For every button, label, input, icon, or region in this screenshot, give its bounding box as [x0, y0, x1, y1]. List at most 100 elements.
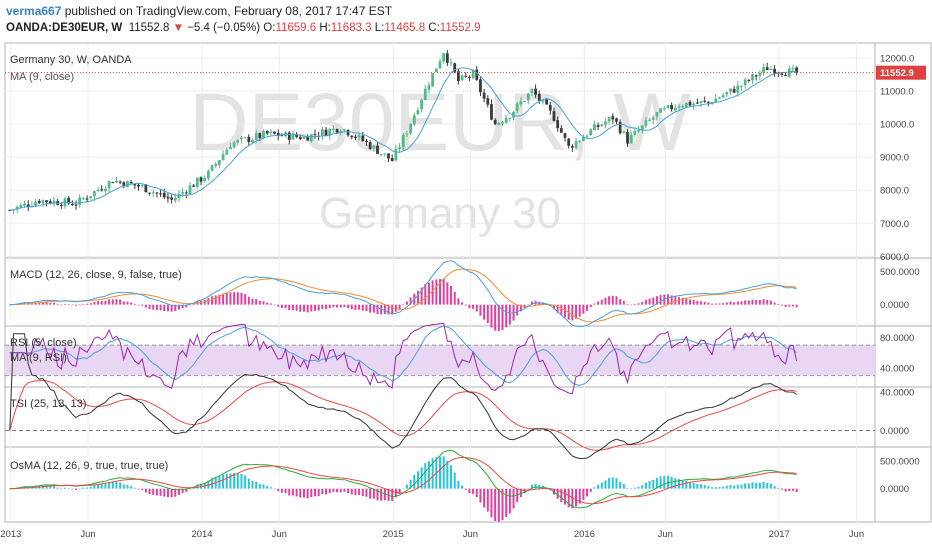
last-price-label: 11552.9: [880, 68, 914, 79]
author-link[interactable]: verma667: [6, 4, 62, 18]
candle-body: [126, 181, 129, 188]
macd-hist-bar: [56, 303, 59, 305]
macd-hist-bar: [740, 301, 743, 305]
macd-hist-bar: [626, 304, 629, 306]
osma-hist-bar: [626, 488, 629, 489]
candle-body: [210, 165, 214, 171]
osma-hist-bar: [115, 481, 118, 489]
osma-hist-bar: [442, 456, 445, 489]
osma-hist-bar: [644, 482, 647, 489]
osma-hist-bar: [273, 488, 276, 490]
candle-body: [607, 117, 611, 122]
macd-hist-bar: [508, 304, 511, 325]
candle-body: [247, 136, 251, 143]
macd-hist-bar: [556, 304, 559, 313]
time-tick-label: Jun: [80, 529, 95, 540]
macd-hist-bar: [442, 278, 445, 305]
osma-hist-bar: [472, 488, 475, 494]
candle-body: [335, 129, 339, 133]
osma-hist-bar: [166, 488, 169, 498]
candle-body: [37, 201, 41, 203]
macd-hist-bar: [703, 301, 706, 305]
price-tick-label: 8000.0: [880, 186, 909, 197]
ma-indicator-title: MA (9, close): [10, 71, 74, 83]
macd-hist-bar: [38, 302, 41, 305]
macd-hist-bar: [306, 304, 309, 313]
osma-hist-bar: [409, 479, 412, 489]
time-tick-label: 2016: [574, 529, 595, 540]
symbol-name: OANDA:DE30EUR, W: [6, 22, 123, 34]
osma-hist-bar: [795, 488, 798, 492]
candle-body: [655, 112, 659, 117]
macd-hist-bar: [394, 304, 397, 312]
osma-hist-bar: [791, 488, 794, 491]
candle-body: [218, 160, 221, 165]
osma-hist-bar: [82, 487, 85, 489]
macd-hist-bar: [332, 304, 335, 308]
macd-hist-bar: [369, 304, 372, 313]
macd-hist-bar: [185, 304, 188, 308]
macd-hist-bar: [67, 304, 70, 305]
candle-body: [273, 131, 276, 134]
macd-hist-bar: [453, 291, 456, 305]
candle-body: [681, 106, 685, 108]
candle-body: [464, 75, 468, 77]
candle-body: [188, 185, 192, 195]
macd-hist-bar: [791, 304, 794, 307]
osma-hist-bar: [736, 484, 739, 489]
osma-hist-bar: [457, 480, 460, 489]
candle-body: [497, 122, 501, 125]
candle-body: [26, 204, 30, 207]
osma-hist-bar: [328, 488, 331, 493]
macd-hist-bar: [159, 304, 162, 311]
macd-hist-bar: [633, 303, 636, 305]
candle-body: [78, 197, 82, 205]
macd-hist-bar: [677, 297, 680, 305]
osma-histogram: [8, 456, 798, 522]
candle-body: [48, 201, 52, 204]
osma-hist-bar: [762, 481, 765, 489]
osma-hist-bar: [361, 488, 364, 496]
macd-hist-bar: [141, 304, 144, 306]
down-arrow-icon: ▼: [172, 22, 184, 34]
macd-hist-bar: [262, 301, 265, 305]
osma-hist-bar: [479, 488, 482, 503]
osma-hist-bar: [207, 480, 210, 489]
osma-hist-bar: [475, 488, 478, 498]
candle-body: [133, 183, 137, 186]
rsi-pane-title: RSI (5, close): [10, 337, 77, 349]
macd-hist-bar: [111, 299, 114, 305]
osma-hist-bar: [266, 486, 269, 489]
candle-body: [618, 121, 622, 134]
candle-body: [604, 121, 607, 125]
macd-hist-bar: [251, 298, 254, 305]
macd-hist-bar: [402, 304, 405, 306]
osma-hist-bar: [630, 488, 633, 490]
macd-hist-bar: [420, 287, 423, 305]
osma-hist-bar: [508, 488, 511, 514]
candle-body: [434, 68, 438, 73]
macd-hist-bar: [137, 304, 140, 306]
candle-body: [173, 197, 177, 201]
candle-body: [41, 200, 45, 204]
candle-body: [475, 69, 479, 80]
candle-body: [107, 181, 111, 189]
osma-hist-bar: [729, 484, 732, 489]
osma-hist-bar: [170, 488, 173, 498]
ma-line: [9, 67, 797, 211]
candle-body: [706, 101, 710, 103]
osma-hist-bar: [703, 485, 706, 489]
osma-hist-bar: [468, 488, 471, 494]
candle-body: [784, 75, 787, 77]
osma-hist-bar: [354, 488, 357, 496]
macd-hist-bar: [593, 303, 596, 305]
osma-hist-bar: [494, 488, 497, 522]
candle-body: [390, 158, 394, 162]
osma-hist-bar: [740, 484, 743, 489]
candle-body: [471, 70, 475, 79]
osma-hist-bar: [556, 488, 559, 499]
macd-hist-bar: [670, 295, 673, 305]
macd-hist-bar: [174, 304, 177, 312]
candle-body: [677, 106, 681, 108]
